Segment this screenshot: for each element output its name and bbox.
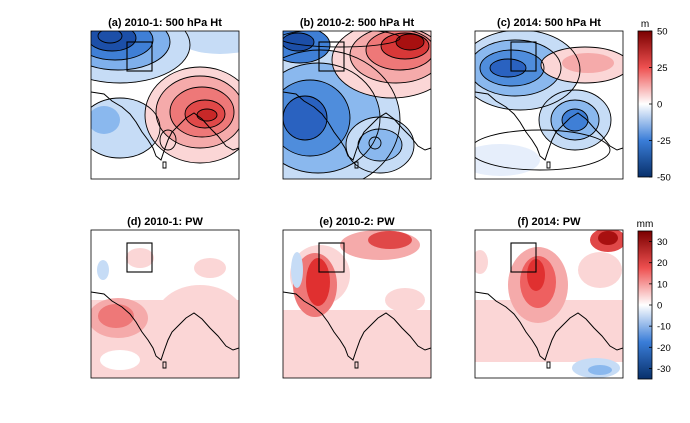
colorbar-pw-tick-label: 20 bbox=[657, 258, 668, 269]
panel-d-map bbox=[91, 230, 239, 378]
panel-a-title: (a) 2010-1: 500 hPa Ht bbox=[108, 17, 222, 29]
panel-c-map bbox=[475, 31, 623, 179]
colorbar-pw-tick-label: -30 bbox=[657, 364, 671, 375]
panel-d-frame bbox=[90, 229, 240, 379]
panel-f-frame bbox=[474, 229, 624, 379]
panel-f-title: (f) 2014: PW bbox=[518, 216, 582, 228]
panel-e-frame bbox=[282, 229, 432, 379]
colorbar-pw-tick-label: -10 bbox=[657, 322, 671, 333]
panel-e-map bbox=[283, 230, 431, 378]
panel-e-title: (e) 2010-2: PW bbox=[319, 216, 395, 228]
colorbar-pw-tick-label: 30 bbox=[657, 237, 668, 248]
panel-c-title: (c) 2014: 500 hPa Ht bbox=[497, 17, 601, 29]
colorbar-pw-tick-label: 10 bbox=[657, 279, 668, 290]
panel-c-frame bbox=[474, 30, 624, 180]
colorbar-height-tick-label: 0 bbox=[657, 100, 662, 111]
colorbar-pw-tick-label: -20 bbox=[657, 343, 671, 354]
colorbar-height-tick-label: -25 bbox=[657, 136, 671, 147]
panel-f-map bbox=[475, 230, 623, 378]
colorbar-height-tick-label: -50 bbox=[657, 173, 671, 184]
panel-a-map bbox=[91, 31, 239, 179]
colorbar-height: m 50 25 0 -25 -50 bbox=[637, 19, 671, 184]
colorbar-height-tick-label: 50 bbox=[657, 27, 668, 38]
panel-a-frame bbox=[90, 30, 240, 180]
colorbar-height-tick-label: 25 bbox=[657, 63, 668, 74]
colorbar-height-unit: m bbox=[641, 19, 649, 30]
colorbar-pw-tick-label: 0 bbox=[657, 301, 662, 312]
colorbar-pw: mm 30 20 10 0 -10 -20 -30 bbox=[637, 219, 671, 380]
colorbar-pw-unit: mm bbox=[637, 219, 654, 230]
panel-d-title: (d) 2010-1: PW bbox=[127, 216, 203, 228]
panel-b-frame bbox=[282, 30, 432, 180]
panel-b-title: (b) 2010-2: 500 hPa Ht bbox=[300, 17, 415, 29]
panel-b-map bbox=[283, 31, 431, 179]
